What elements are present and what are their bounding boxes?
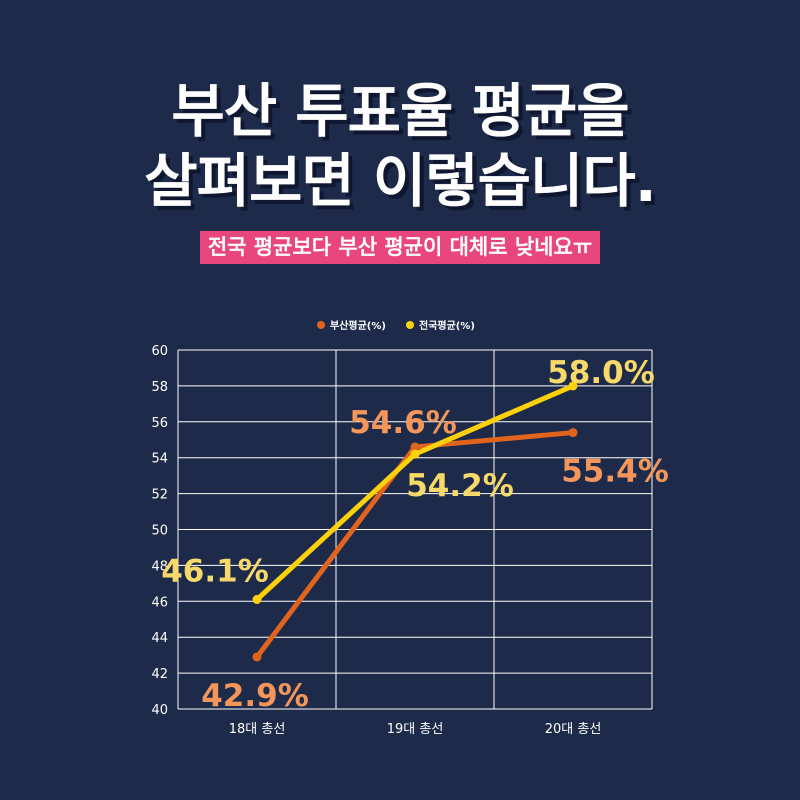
data-point — [410, 442, 420, 452]
y-tick-label: 42 — [151, 667, 168, 682]
data-point — [568, 428, 578, 438]
title-line-1: 부산 투표율 평균을 — [171, 77, 629, 145]
data-label: 46.1% — [161, 554, 269, 590]
subtitle-banner: 전국 평균보다 부산 평균이 대체로 낮네요ㅠ — [0, 231, 800, 265]
y-tick-label: 58 — [151, 380, 168, 395]
subtitle: 전국 평균보다 부산 평균이 대체로 낮네요ㅠ — [199, 231, 601, 265]
data-point — [252, 595, 262, 605]
data-label: 42.9% — [201, 678, 309, 714]
legend-marker — [406, 321, 414, 329]
x-tick-label: 19대 총선 — [387, 722, 444, 737]
title-line-2: 살펴보면 이렇습니다. — [144, 147, 656, 215]
data-point — [252, 652, 262, 662]
y-tick-label: 46 — [151, 595, 168, 610]
y-tick-label: 52 — [151, 488, 168, 503]
data-label: 54.6% — [349, 405, 457, 441]
data-point — [410, 449, 420, 459]
y-tick-label: 40 — [151, 703, 168, 718]
y-tick-label: 54 — [151, 452, 168, 467]
y-tick-label: 60 — [151, 344, 168, 359]
legend-marker — [317, 321, 325, 329]
data-label: 55.4% — [561, 454, 669, 490]
y-tick-label: 56 — [151, 416, 168, 431]
legend-label: 전국평균(%) — [419, 319, 475, 332]
y-tick-label: 50 — [151, 524, 168, 539]
legend-label: 부산평균(%) — [330, 319, 386, 332]
x-tick-label: 18대 총선 — [229, 722, 286, 737]
data-label: 58.0% — [547, 355, 655, 391]
x-tick-label: 20대 총선 — [545, 722, 602, 737]
data-point — [568, 381, 578, 391]
y-tick-label: 44 — [151, 631, 168, 646]
series-line-1 — [254, 430, 576, 660]
data-label: 54.2% — [406, 468, 514, 504]
y-tick-label: 48 — [151, 559, 168, 574]
